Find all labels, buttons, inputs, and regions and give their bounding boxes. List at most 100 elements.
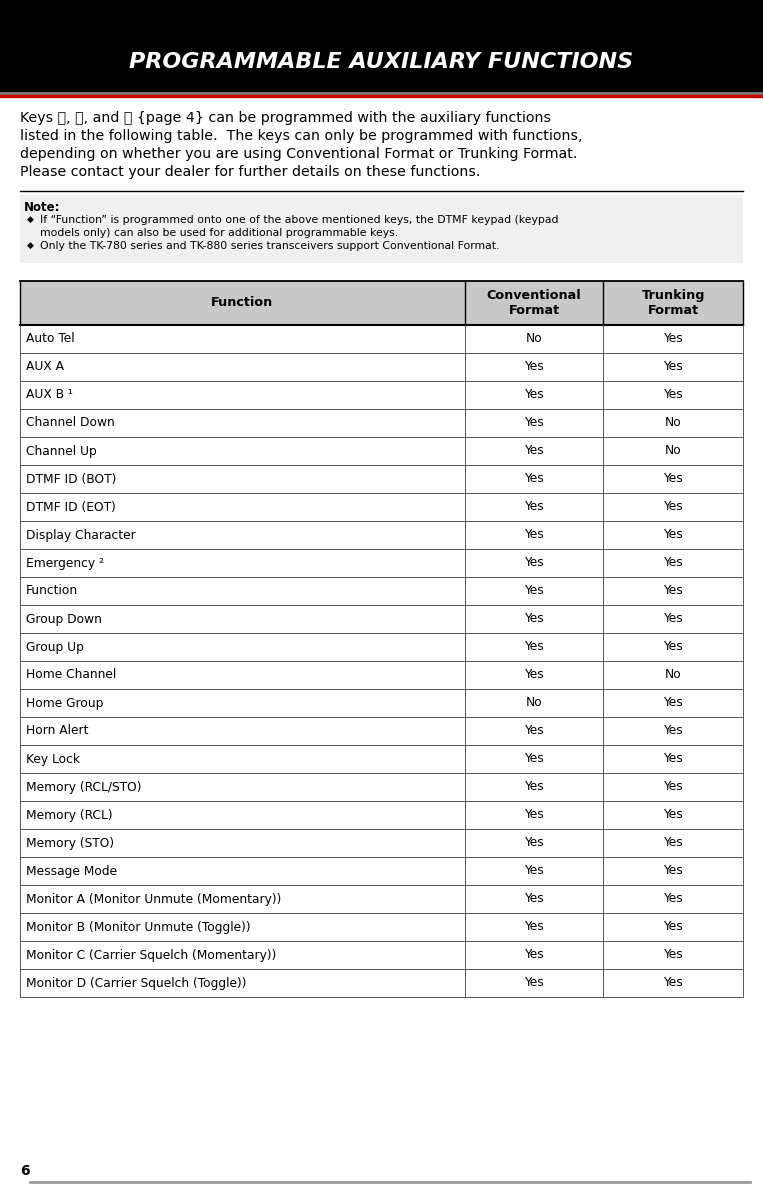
Text: Group Up: Group Up (26, 641, 84, 654)
Text: PROGRAMMABLE AUXILIARY FUNCTIONS: PROGRAMMABLE AUXILIARY FUNCTIONS (129, 52, 633, 72)
Text: AUX A: AUX A (26, 361, 64, 374)
Text: Yes: Yes (663, 725, 683, 738)
Text: Yes: Yes (524, 445, 544, 458)
Bar (20, 745, 743, 773)
Bar (20, 325, 743, 353)
Text: Yes: Yes (663, 696, 683, 709)
Bar (20, 381, 743, 409)
Text: Yes: Yes (524, 976, 544, 989)
Text: Horn Alert: Horn Alert (26, 725, 89, 738)
Text: No: No (665, 445, 681, 458)
Bar (20, 885, 743, 914)
Text: Yes: Yes (663, 388, 683, 401)
Bar (20, 969, 743, 996)
Bar (20, 773, 743, 801)
Bar (20, 493, 743, 520)
Bar (20, 577, 743, 605)
Text: 6: 6 (20, 1164, 30, 1178)
Bar (20, 195, 743, 263)
Text: Note:: Note: (24, 201, 60, 214)
Text: DTMF ID (EOT): DTMF ID (EOT) (26, 500, 116, 513)
Text: Yes: Yes (524, 752, 544, 766)
Text: Yes: Yes (524, 668, 544, 682)
Text: AUX B ¹: AUX B ¹ (26, 388, 73, 401)
Text: Please contact your dealer for further details on these functions.: Please contact your dealer for further d… (20, 165, 481, 179)
Text: Yes: Yes (524, 641, 544, 654)
Text: Trunking
Format: Trunking Format (642, 288, 705, 317)
Text: Yes: Yes (663, 837, 683, 850)
Text: Yes: Yes (663, 472, 683, 486)
Text: Message Mode: Message Mode (26, 864, 118, 877)
Text: DTMF ID (BOT): DTMF ID (BOT) (26, 472, 117, 486)
Text: Yes: Yes (663, 752, 683, 766)
Text: Yes: Yes (524, 780, 544, 793)
Text: Yes: Yes (663, 641, 683, 654)
Bar (20, 438, 743, 465)
Bar (20, 633, 743, 661)
Text: No: No (526, 696, 542, 709)
Text: Conventional
Format: Conventional Format (487, 288, 581, 317)
Text: Channel Up: Channel Up (26, 445, 97, 458)
Text: Yes: Yes (524, 417, 544, 429)
Text: Yes: Yes (663, 948, 683, 962)
Text: Monitor A (Monitor Unmute (Momentary)): Monitor A (Monitor Unmute (Momentary)) (26, 893, 282, 905)
Text: Yes: Yes (663, 529, 683, 541)
Bar (20, 353, 743, 381)
Text: Yes: Yes (524, 529, 544, 541)
Bar (20, 520, 743, 549)
Bar (20, 801, 743, 829)
Text: Home Group: Home Group (26, 696, 103, 709)
Text: Yes: Yes (663, 893, 683, 905)
Bar (20, 465, 743, 493)
Bar (20, 689, 743, 718)
Text: Function: Function (26, 584, 78, 597)
Text: Yes: Yes (663, 921, 683, 934)
Text: depending on whether you are using Conventional Format or Trunking Format.: depending on whether you are using Conve… (20, 147, 578, 161)
Text: Yes: Yes (524, 893, 544, 905)
Text: ◆: ◆ (27, 215, 34, 224)
Text: Memory (RCL): Memory (RCL) (26, 809, 113, 821)
Text: Yes: Yes (524, 809, 544, 821)
Text: Function: Function (211, 297, 273, 309)
Bar (20, 857, 743, 885)
Text: Yes: Yes (663, 557, 683, 570)
Text: Home Channel: Home Channel (26, 668, 116, 682)
Bar (20, 941, 743, 969)
Bar (20, 281, 743, 325)
Text: Monitor C (Carrier Squelch (Momentary)): Monitor C (Carrier Squelch (Momentary)) (26, 948, 276, 962)
Text: listed in the following table.  The keys can only be programmed with functions,: listed in the following table. The keys … (20, 129, 582, 143)
Text: Yes: Yes (663, 584, 683, 597)
Text: Yes: Yes (663, 613, 683, 625)
Text: Yes: Yes (524, 837, 544, 850)
Bar (20, 409, 743, 438)
Bar (0, 0, 763, 95)
Text: Yes: Yes (663, 809, 683, 821)
Text: Yes: Yes (524, 725, 544, 738)
Bar (0, 93, 763, 99)
Text: Yes: Yes (524, 557, 544, 570)
Text: Display Character: Display Character (26, 529, 136, 541)
Text: No: No (526, 333, 542, 345)
Text: If “Function” is programmed onto one of the above mentioned keys, the DTMF keypa: If “Function” is programmed onto one of … (40, 215, 559, 238)
Text: Auto Tel: Auto Tel (26, 333, 75, 345)
Text: Group Down: Group Down (26, 613, 102, 625)
Text: Only the TK-780 series and TK-880 series transceivers support Conventional Forma: Only the TK-780 series and TK-880 series… (40, 240, 499, 251)
Text: Yes: Yes (524, 472, 544, 486)
Text: Key Lock: Key Lock (26, 752, 80, 766)
Bar (20, 661, 743, 689)
Text: Yes: Yes (663, 864, 683, 877)
Text: Yes: Yes (524, 864, 544, 877)
Text: Yes: Yes (524, 613, 544, 625)
Text: Yes: Yes (663, 780, 683, 793)
Text: Yes: Yes (524, 361, 544, 374)
Text: Monitor D (Carrier Squelch (Toggle)): Monitor D (Carrier Squelch (Toggle)) (26, 976, 246, 989)
Text: Yes: Yes (663, 361, 683, 374)
Text: Yes: Yes (663, 976, 683, 989)
Bar (20, 718, 743, 745)
Text: Memory (RCL/STO): Memory (RCL/STO) (26, 780, 141, 793)
Text: Yes: Yes (663, 333, 683, 345)
Text: Yes: Yes (524, 948, 544, 962)
Text: Yes: Yes (524, 500, 544, 513)
Text: Yes: Yes (663, 500, 683, 513)
Text: Yes: Yes (524, 584, 544, 597)
